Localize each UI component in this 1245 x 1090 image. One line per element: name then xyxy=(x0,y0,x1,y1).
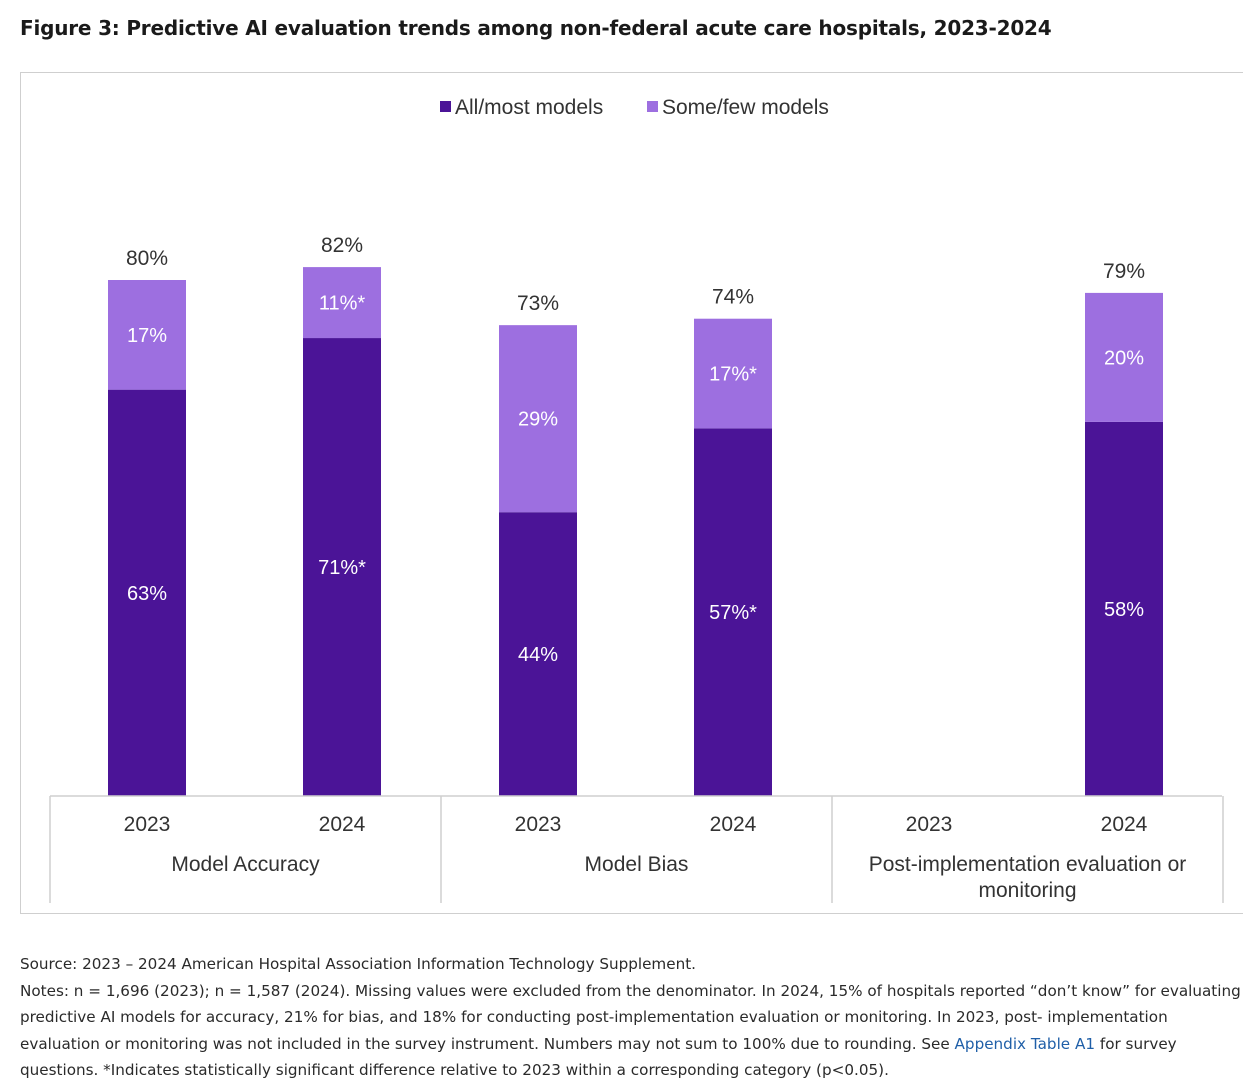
legend-swatch-all-most xyxy=(440,101,451,112)
bar-all-most xyxy=(694,428,772,796)
data-label-some-few: 17%* xyxy=(709,364,757,386)
year-tick-label: 2023 xyxy=(906,813,953,836)
notes-text-before: Notes: n = 1,696 (2023); n = 1,587 (2024… xyxy=(20,981,1241,1053)
data-label-all-most: 57%* xyxy=(709,602,757,624)
legend: All/most models Some/few models xyxy=(440,96,829,119)
appendix-link[interactable]: Appendix Table A1 xyxy=(954,1034,1096,1053)
data-label-total: 73% xyxy=(517,292,559,315)
year-tick-label: 2024 xyxy=(1101,813,1148,836)
category-label: monitoring xyxy=(978,879,1076,902)
source-note: Source: 2023 – 2024 American Hospital As… xyxy=(20,955,696,973)
bars-layer: 63% 17% 80% 71%* 11%* 82% 44% 29% 73% 57%* 17%* 74%… xyxy=(108,234,1163,796)
notes-text-after: for survey questions. *Indicates statist… xyxy=(20,1034,1177,1080)
data-label-some-few: 29% xyxy=(518,409,558,431)
chart-frame xyxy=(20,72,1243,914)
bar-all-most xyxy=(108,389,186,796)
data-label-total: 80% xyxy=(126,247,168,270)
data-label-all-most: 58% xyxy=(1104,599,1144,621)
year-tick-label: 2023 xyxy=(124,813,171,836)
data-label-all-most: 63% xyxy=(127,583,167,605)
bar-all-most xyxy=(303,338,381,796)
data-label-total: 74% xyxy=(712,286,754,309)
legend-label-all-most: All/most models xyxy=(455,96,603,119)
figure-notes: Source: 2023 – 2024 American Hospital As… xyxy=(20,951,1242,1084)
bar-some-few xyxy=(694,318,772,429)
data-label-all-most: 71%* xyxy=(318,557,366,579)
category-label: Model Accuracy xyxy=(171,853,320,876)
category-label: Post-implementation evaluation or xyxy=(869,853,1187,876)
bar-some-few xyxy=(108,280,186,390)
data-label-some-few: 20% xyxy=(1104,347,1144,369)
data-label-some-few: 11%* xyxy=(319,293,366,315)
legend-swatch-some-few xyxy=(647,101,658,112)
stacked-bar-chart: All/most models Some/few models 63% 17% 80%… xyxy=(49,96,1224,903)
year-tick-label: 2024 xyxy=(710,813,757,836)
bar-all-most xyxy=(499,512,577,796)
data-label-total: 79% xyxy=(1103,260,1145,283)
legend-label-some-few: Some/few models xyxy=(662,96,829,119)
year-tick-label: 2024 xyxy=(319,813,366,836)
data-label-total: 82% xyxy=(321,234,363,257)
year-tick-label: 2023 xyxy=(515,813,562,836)
data-label-all-most: 44% xyxy=(518,644,558,666)
bar-some-few xyxy=(303,267,381,339)
bar-some-few xyxy=(499,325,577,513)
bar-some-few xyxy=(1085,292,1163,422)
category-label: Model Bias xyxy=(585,853,689,876)
notes-text: Notes: n = 1,696 (2023); n = 1,587 (2024… xyxy=(20,978,1242,1084)
data-label-some-few: 17% xyxy=(127,325,167,347)
bar-all-most xyxy=(1085,421,1163,796)
figure-title: Figure 3: Predictive AI evaluation trend… xyxy=(20,16,1052,40)
